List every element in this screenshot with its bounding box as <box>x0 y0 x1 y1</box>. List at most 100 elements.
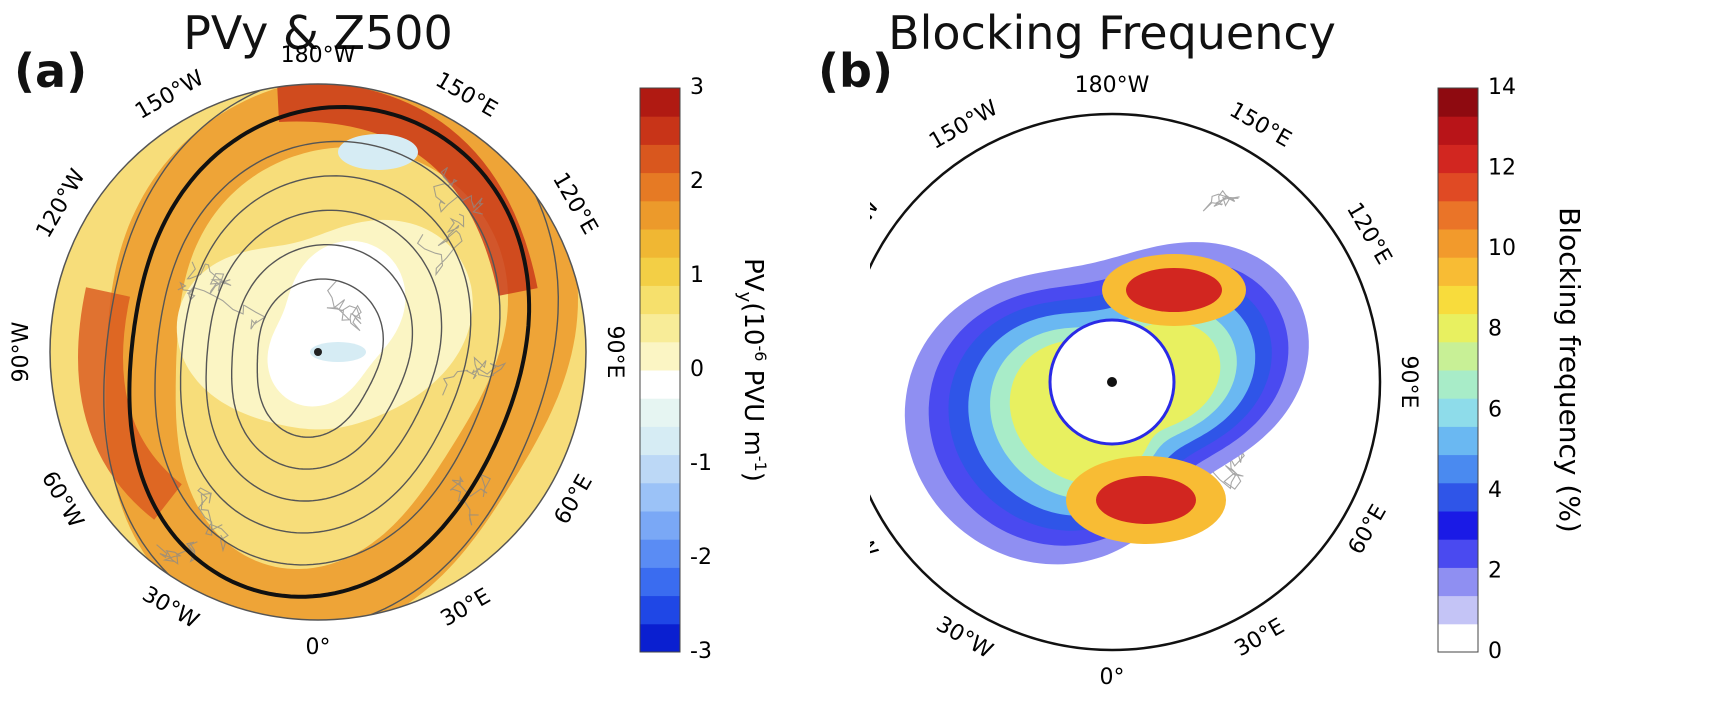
panel-a-colorbar-label-part: (10 <box>738 302 768 345</box>
panel-b-colorbar-swatch <box>1438 595 1478 625</box>
panel-a-colorbar-label-part: ) <box>738 472 768 482</box>
panel-a-colorbar-frame <box>639 87 681 653</box>
panel-a-colorbar-swatch <box>640 482 680 512</box>
panel-a-lon-label: 60°E <box>550 471 598 529</box>
panel-a-map-boundary <box>49 83 587 621</box>
panel-b-colorbar-tick: 10 <box>1488 236 1516 261</box>
panel-b-colorbar-swatch <box>1438 426 1478 456</box>
panel-b-colorbar-swatch <box>1438 200 1478 230</box>
panel-a-letter: (a) <box>14 44 88 98</box>
panel-a-colorbar-swatch <box>640 313 680 343</box>
panel-b-colorbar-swatch <box>1438 341 1478 371</box>
panel-b-letter: (b) <box>818 44 893 98</box>
panel-a-colorbar-swatch <box>640 454 680 484</box>
panel-a-neg-patch <box>310 342 366 362</box>
panel-a-colorbar-swatch <box>640 116 680 145</box>
panel-b-pole-marker <box>1107 377 1117 387</box>
panel-a-colorbar-swatch <box>640 341 680 371</box>
panel-a-colorbar-swatch <box>640 398 680 427</box>
panel-a-bold-contour <box>127 104 532 599</box>
panel-a-coastline-segment <box>449 472 491 526</box>
panel-a-colorbar-swatch <box>640 370 680 399</box>
panel-a-colorbar-tick: 3 <box>690 75 704 100</box>
panel-a-colorbar-swatch <box>640 229 680 258</box>
panel-b-colorbar-frame <box>1437 87 1479 653</box>
panel-a-contour <box>179 175 472 534</box>
panel-b-coastline-segment <box>1202 189 1240 212</box>
panel-a-colorbar-tick: 1 <box>690 263 704 288</box>
panel-a-colorbar-label-part: PV <box>738 258 768 292</box>
panel-a-colorbar-swatch <box>640 200 680 230</box>
panel-b-lon-label: 90°E <box>1396 356 1421 409</box>
panel-b-colorbar-swatch <box>1438 482 1478 512</box>
panel-a-colorbar-swatch <box>640 595 680 625</box>
panel-a-colorbar-label: PVy(10-6 PVU m-1) <box>734 258 770 482</box>
panel-b-hotspot-pacific-core <box>1126 268 1222 312</box>
panel-a-coastline-segment <box>326 280 362 332</box>
panel-a-coastline-segment <box>197 487 229 553</box>
panel-a-z500-contours <box>103 84 560 620</box>
panel-a-contour <box>154 140 501 566</box>
panel-b-colorbar-swatch <box>1438 370 1478 399</box>
panel-a-lon-label: 0° <box>306 635 331 660</box>
panel-a-colorbar-label-part: -6 <box>751 345 770 361</box>
panel-a-colorbar-swatch <box>640 257 680 286</box>
panel-a-colorbar-tick: 2 <box>690 169 704 194</box>
panel-b-colorbar-tick: 0 <box>1488 639 1502 664</box>
panel-a-colorbar-swatch <box>640 144 680 174</box>
panel-b-colorbar-swatch <box>1438 454 1478 484</box>
panel-a-colorbar-swatch <box>640 88 680 117</box>
panel-a-colorbar-swatch <box>640 285 680 315</box>
panel-b-colorbar-label: Blocking frequency (%) <box>1553 207 1586 533</box>
panel-b-title: Blocking Frequency <box>888 6 1336 60</box>
panel-a-colorbar-swatch <box>640 426 680 456</box>
panel-b-colorbar-tick: 8 <box>1488 317 1502 342</box>
panel-b-colorbar-swatch <box>1438 398 1478 427</box>
panel-a-contour <box>256 278 385 438</box>
panel-a-lon-label: 90°E <box>602 326 627 379</box>
panel-a-colorbar-tick: -3 <box>690 639 712 664</box>
panel-b-colorbar-swatch <box>1438 172 1478 202</box>
panel-a-colorbar-label-part: y <box>734 292 755 303</box>
panel-a-colorbar-label-part: -1 <box>751 456 770 472</box>
panel-a-band-red <box>277 84 538 297</box>
panel-a-colorbar-tick: -2 <box>690 545 712 570</box>
panel-a-colorbar-tick: -1 <box>690 451 712 476</box>
panel-a-coastlines <box>156 166 507 565</box>
panel-b-colorbar-tick: 2 <box>1488 558 1502 583</box>
panel-b-colorbar-tick: 14 <box>1488 75 1516 100</box>
panel-b-colorbar-swatch <box>1438 511 1478 540</box>
panel-a-colorbar-swatch <box>640 623 680 653</box>
panel-a-colorbar-tick: 0 <box>690 357 704 382</box>
panel-b-colorbar-swatch <box>1438 88 1478 117</box>
panel-a-chart: 180°W150°E120°E90°E60°E30°E0°30°W60°W90°… <box>9 43 770 664</box>
panel-a-colorbar: 3 2 1 0 -1 -2 -3 <box>639 75 712 664</box>
panel-a-colorbar-swatch <box>640 539 680 568</box>
panel-b-colorbar-swatch <box>1438 229 1478 258</box>
panel-b-colorbar-swatch <box>1438 313 1478 343</box>
panel-b-colorbar-swatch <box>1438 539 1478 568</box>
panel-b-lon-label: 0° <box>1100 665 1125 690</box>
panel-a-colorbar-swatch <box>640 511 680 540</box>
panel-a: (a) PVy & Z500 180°W 150°E 120°E 90°E 60°E 30… <box>0 0 860 718</box>
panel-b-colorbar-tick: 12 <box>1488 156 1516 181</box>
panel-a-lon-label: 30°E <box>437 584 495 632</box>
panel-b-lon-label: 60°E <box>1344 501 1392 559</box>
panel-b-colorbar-swatch <box>1438 144 1478 174</box>
panel-b-lon-label: 30°E <box>1231 614 1289 662</box>
panel-a-coastline-segment <box>186 261 232 295</box>
panel-a-pole-marker <box>314 348 322 356</box>
panel-a-coastline-segment <box>156 541 198 565</box>
panel-a-contour <box>231 244 414 470</box>
panel-a-band-west <box>78 287 183 520</box>
panel-b-hotspot-atlantic-core <box>1096 476 1196 524</box>
panel-a-colorbar-swatch <box>640 172 680 202</box>
panel-b-colorbar-swatch <box>1438 285 1478 315</box>
panel-b-colorbar-swatch <box>1438 257 1478 286</box>
panel-a-lon-label: 90°W <box>9 321 34 382</box>
panel-b: (b) Blocking Frequency 180°W 150°E 120°E 90… <box>818 0 1725 718</box>
panel-b-chart: 180°W150°E120°E90°E60°E30°E0°30°W60°W90°… <box>870 73 1586 690</box>
panel-b-lon-label: 180°W <box>1075 73 1150 98</box>
panel-a-colorbar-swatch <box>640 567 680 597</box>
panel-a-colorbar-label-part: PVU m <box>738 361 768 455</box>
